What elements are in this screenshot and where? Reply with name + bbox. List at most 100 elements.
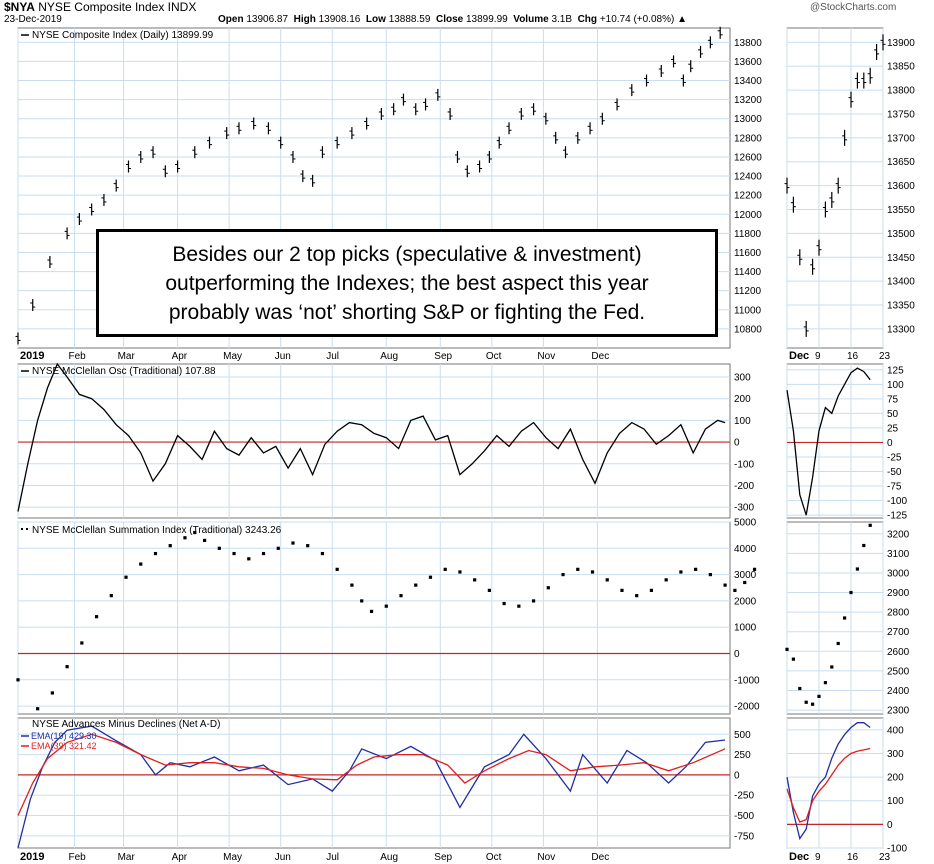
panel2-left-point-26: [384, 604, 388, 608]
x-label-right-0-3: 23: [879, 351, 891, 362]
panel2-left-point-33: [487, 588, 491, 592]
panel2-left-point-30: [443, 567, 447, 571]
panel0-left-ytick-1: 11000: [734, 305, 762, 316]
panel2-right-point-3: [804, 700, 808, 704]
x-label-1-10: Nov: [537, 852, 555, 863]
panel2-left-point-14: [217, 546, 221, 550]
open-value: 13906.87: [246, 14, 289, 25]
panel2-right-point-13: [868, 523, 872, 527]
panel3-right-ytick-1: 0: [887, 820, 893, 831]
panel1-right-ytick-8: 75: [887, 394, 899, 405]
panel2-right-point-11: [855, 567, 859, 571]
panel2-left-point-31: [458, 570, 462, 574]
panel0-right-ytick-7: 13650: [887, 157, 915, 168]
panel1-right-ytick-5: 0: [887, 438, 893, 449]
panel2-left-point-43: [635, 594, 639, 598]
panel2-left-frame: [17, 521, 731, 715]
panel2-left-point-29: [428, 575, 433, 579]
panel1-right-ytick-3: -50: [887, 467, 902, 478]
panel3-left-ytick-3: 0: [734, 770, 740, 781]
panel1-right-ytick-4: -25: [887, 452, 902, 463]
panel2-left-point-47: [694, 567, 698, 571]
panel2-right-ytick-0: 2300: [887, 706, 910, 717]
x-label-1-9: Oct: [486, 852, 502, 863]
panel2-left-point-8: [139, 562, 143, 566]
close-value: 13899.99: [465, 14, 508, 25]
panel3-left-frame: [17, 717, 731, 849]
panel0-right-ytick-4: 13500: [887, 229, 915, 240]
up-arrow-icon: ▲: [677, 14, 687, 25]
panel1-right-ytick-6: 25: [887, 423, 899, 434]
panel2-left-point-36: [531, 599, 536, 603]
panel2-left-ytick-2: 0: [734, 649, 740, 660]
panel2-left-point-22: [335, 567, 339, 571]
callout-line-1: Besides our 2 top picks (speculative & i…: [172, 242, 642, 266]
panel0-right-ytick-3: 13450: [887, 253, 915, 264]
panel2-left-point-35: [517, 604, 521, 608]
x-label-0-6: Jul: [326, 351, 339, 362]
panel2-right-point-6: [823, 681, 827, 685]
panel2-left-ytick-6: 4000: [734, 544, 757, 555]
x-label-1-5: Jun: [275, 852, 291, 863]
x-label-0-11: Dec: [591, 351, 609, 362]
x-label-0-1: Feb: [68, 351, 86, 362]
panel2-left-point-15: [232, 551, 236, 556]
panel1-left-ytick-0: -300: [734, 503, 754, 514]
panel3-left-ytick-4: 250: [734, 750, 751, 761]
panel2-right-point-8: [836, 641, 840, 646]
panel2-right-point-10: [849, 590, 853, 595]
close-label: Close: [435, 14, 464, 25]
panel3-right-series-1: [786, 747, 871, 823]
x-label-0-5: Jun: [275, 351, 291, 362]
panel2-left-point-11: [183, 536, 187, 540]
panel0-left-ytick-3: 11400: [734, 267, 762, 278]
panel2-left-point-10: [168, 544, 172, 548]
panel0-right-ytick-5: 13550: [887, 205, 915, 216]
ema39-legend: EMA(39) 321.42: [31, 741, 97, 751]
panel2-right-point-12: [862, 543, 866, 548]
panel3-right-frame: [786, 717, 884, 849]
panel1-right-ytick-2: -75: [887, 482, 902, 493]
x-label-1-1: Feb: [68, 852, 86, 863]
panel2-left-point-25: [369, 609, 374, 614]
panel3-left-ytick-0: -750: [734, 831, 754, 842]
panel0-left-ytick-5: 11800: [734, 229, 762, 240]
panel2-right-ytick-7: 3000: [887, 568, 910, 579]
low-value: 13888.59: [388, 14, 431, 25]
panel0-right-ytick-0: 13300: [887, 324, 915, 335]
panel2-left-point-39: [576, 567, 580, 571]
panel2-left-point-17: [261, 551, 266, 556]
x-label-right-1-3: 23: [879, 852, 891, 863]
panel1-right-frame: [786, 363, 884, 519]
panel2-left-point-20: [306, 544, 310, 548]
x-label-0-7: Aug: [380, 351, 398, 362]
panel0-right-ytick-11: 13850: [887, 62, 915, 73]
panel2-left-point-5: [94, 615, 99, 619]
panel2-left-point-51: [743, 580, 747, 585]
high-label: High: [293, 14, 316, 25]
panel2-left-point-48: [708, 573, 712, 577]
panel2-left-point-50: [733, 588, 737, 592]
panel2-right-ytick-5: 2800: [887, 608, 910, 619]
panel2-right-ytick-6: 2900: [887, 588, 910, 599]
panel1-right-series-0: [786, 367, 871, 516]
volume-label: Volume: [513, 14, 549, 25]
volume-value: 3.1B: [551, 14, 573, 25]
panel0-left-ytick-2: 11200: [734, 286, 762, 297]
exchange: INDX: [167, 0, 197, 14]
panel2-left-point-41: [605, 578, 609, 582]
x-label-0-4: May: [223, 351, 242, 362]
date-label: 23-Dec-2019: [4, 14, 62, 25]
panel3-right-series-0: [786, 722, 871, 841]
panel2-right-ytick-1: 2400: [887, 686, 910, 697]
panel3-right-ytick-3: 200: [887, 773, 904, 784]
callout-line-3: probably was ‘not’ shorting S&P or fight…: [168, 300, 646, 324]
panel2-right-ytick-3: 2600: [887, 647, 910, 658]
panel1-left-series-0: [17, 362, 726, 512]
panel2-right-point-0: [785, 647, 789, 651]
panel2-left-point-42: [620, 588, 624, 592]
panel3-right-ytick-4: 300: [887, 749, 904, 760]
x-label-right-1-1: 9: [815, 852, 821, 863]
panel1-left-ytick-3: 0: [734, 438, 740, 449]
